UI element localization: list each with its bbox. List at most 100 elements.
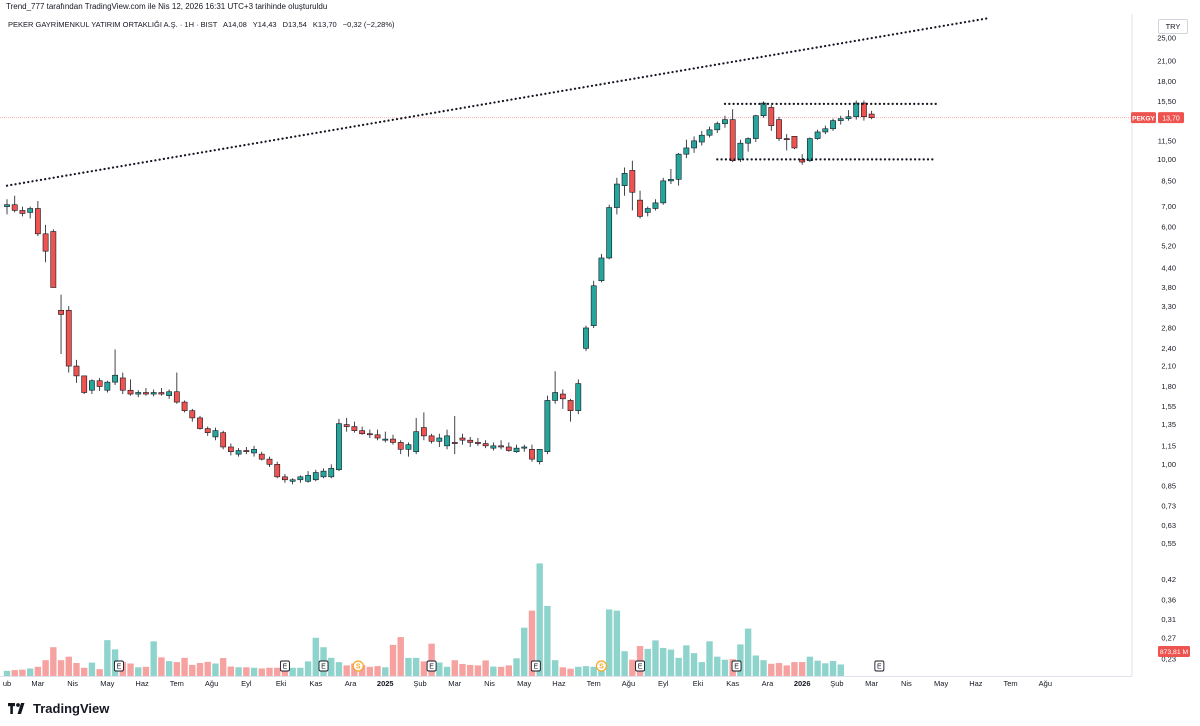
- candle-body: [189, 410, 196, 419]
- candle-body: [444, 435, 450, 447]
- candle: [660, 177, 667, 205]
- volume-bar: [397, 637, 404, 676]
- candle: [65, 306, 72, 373]
- candle: [336, 418, 342, 472]
- volume-bar: [81, 667, 88, 676]
- volume-bar: [752, 655, 760, 676]
- candle-body: [845, 116, 852, 119]
- candle-body: [96, 380, 103, 387]
- volume-bar: [420, 661, 428, 676]
- candle: [776, 116, 782, 141]
- time-tick-label: Mar: [31, 679, 44, 688]
- volume-bar: [513, 658, 520, 676]
- candle: [220, 430, 227, 450]
- volume-bar: [621, 651, 628, 676]
- dividend-marker-label: S: [599, 664, 604, 671]
- candle: [613, 177, 620, 215]
- volume-badge: [1158, 646, 1190, 657]
- volume-bar: [104, 640, 111, 676]
- volume-bar: [737, 644, 744, 676]
- price-tick-label: 0,23: [1161, 655, 1176, 664]
- volume-bar: [328, 657, 335, 676]
- candle: [822, 125, 829, 135]
- price-tick-label: 1,15: [1161, 441, 1176, 450]
- candle: [34, 201, 41, 237]
- symbol-badge: [1131, 112, 1156, 124]
- candle: [652, 199, 659, 211]
- volume-badge-label: 873,81 M: [1160, 649, 1189, 656]
- candle: [135, 390, 142, 398]
- candle: [698, 130, 705, 146]
- earnings-marker: [113, 660, 124, 672]
- earnings-marker: [635, 660, 645, 672]
- volume-bar: [196, 663, 204, 676]
- volume-bar: [274, 667, 281, 676]
- candle: [606, 204, 613, 260]
- candle: [89, 379, 95, 395]
- volume-bar: [768, 663, 775, 676]
- candle-body: [166, 391, 173, 396]
- candle-body: [745, 138, 752, 144]
- volume-bar: [544, 605, 551, 676]
- candle-body: [312, 472, 319, 481]
- candle-body: [698, 134, 705, 143]
- volume-bar: [297, 667, 304, 676]
- candle-body: [11, 204, 18, 211]
- candle: [845, 110, 852, 121]
- symbol-title[interactable]: PEKER GAYRİMENKUL YATIRIM ORTAKLIĞI A.Ş.…: [8, 20, 218, 29]
- candle: [467, 436, 474, 447]
- candle: [644, 206, 651, 217]
- candle-body: [868, 113, 875, 118]
- candle: [235, 448, 242, 457]
- candle-body: [513, 447, 520, 453]
- volume-bar: [212, 663, 219, 676]
- candle-body: [112, 374, 118, 383]
- volume-bar: [760, 660, 767, 676]
- candle: [668, 168, 674, 185]
- volume-bar: [127, 663, 134, 676]
- time-tick-label: Tem: [1004, 679, 1018, 688]
- volume-bar: [250, 667, 258, 676]
- candle: [127, 379, 134, 396]
- volume-bar: [559, 667, 567, 676]
- price-tick-label: 0,31: [1161, 615, 1176, 624]
- volume-bar: [744, 628, 752, 676]
- volume-bar: [382, 667, 389, 676]
- candle: [104, 380, 111, 393]
- price-tick-label: 0,85: [1161, 481, 1176, 490]
- candle-body: [258, 453, 265, 460]
- candle-body: [65, 309, 72, 367]
- candle: [814, 129, 821, 140]
- candle-body: [227, 446, 234, 453]
- time-tick-label: Haz: [135, 679, 149, 688]
- volume-bar: [412, 657, 420, 676]
- candle: [521, 444, 528, 452]
- volume-bar: [26, 668, 34, 676]
- volume-bar: [521, 627, 528, 676]
- price-tick-label: 0,36: [1161, 595, 1176, 604]
- volume-bar: [189, 664, 196, 676]
- volume-bar: [88, 662, 96, 676]
- volume-bar: [536, 563, 543, 676]
- dividend-marker: [352, 660, 364, 672]
- candle-body: [776, 119, 782, 139]
- candle: [382, 431, 389, 443]
- time-tick-label: Eyl: [658, 679, 669, 688]
- candle: [575, 379, 582, 415]
- candle: [96, 377, 103, 391]
- time-tick-label: Mar: [865, 679, 878, 688]
- price-tick-label: 2,40: [1161, 344, 1176, 353]
- earnings-marker-label: E: [734, 664, 739, 671]
- time-axis: ub Mar Nis May Haz Tem Ağu Eyl Eki Kas Ara 2025 Şub M…: [3, 679, 1052, 688]
- candle: [4, 199, 10, 215]
- candle: [359, 426, 366, 435]
- candle-body: [420, 427, 427, 437]
- volume-bar: [150, 641, 157, 676]
- candle: [143, 387, 149, 396]
- currency-button[interactable]: TRY: [1158, 19, 1188, 34]
- candle-body: [598, 257, 605, 282]
- candle-body: [27, 208, 34, 213]
- volume-bar: [837, 664, 844, 676]
